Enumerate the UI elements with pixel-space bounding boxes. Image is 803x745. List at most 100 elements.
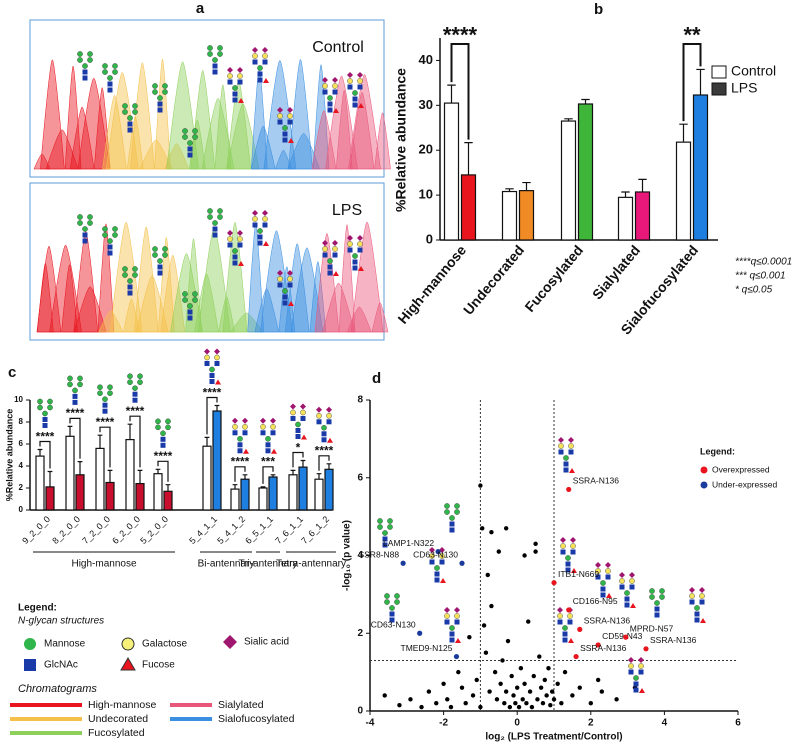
glycan-residue	[326, 419, 332, 425]
x-tick-label: 4	[662, 718, 668, 729]
bar	[125, 439, 135, 511]
glycan-residue	[127, 290, 133, 296]
glycan-residue	[357, 241, 363, 247]
glycan-residue	[277, 107, 283, 113]
glycan-residue	[629, 584, 635, 590]
glycan-residue	[42, 410, 48, 417]
significance-label: ****	[126, 404, 145, 418]
glycan-residue	[42, 417, 48, 422]
glycan-residue	[204, 354, 210, 361]
x-tick-label: 6_2_0_0	[110, 514, 142, 546]
legend-subtitle: Chromatograms	[18, 683, 97, 695]
y-tick-label: 40	[419, 52, 433, 67]
chromatogram-peak	[288, 59, 313, 170]
point	[470, 693, 476, 698]
glycan-residue	[237, 67, 243, 73]
point-label: CD63-N130	[413, 550, 458, 560]
chromatogram-peak	[226, 103, 260, 170]
glycan-residue	[352, 253, 358, 259]
significance-label: ****	[203, 385, 222, 399]
glycan-residue	[624, 602, 630, 608]
error-bar	[77, 461, 83, 475]
glycan-residue	[192, 134, 198, 140]
glycan-residue	[157, 101, 163, 107]
glycan-residue	[237, 236, 243, 242]
error-bar	[67, 425, 73, 437]
glycan-residue	[568, 638, 574, 643]
glycan-residue	[217, 214, 223, 220]
glycan-residue	[377, 518, 383, 524]
glycan-residue	[227, 79, 233, 85]
glycan-residue	[444, 613, 450, 619]
significance-bracket	[292, 451, 304, 468]
point	[445, 697, 450, 702]
glycan-residue	[77, 57, 83, 63]
bar	[288, 474, 298, 511]
point-label: SSR8-N88	[358, 550, 399, 560]
note: * q≤0.05	[735, 285, 773, 296]
x-tick-label: 6	[735, 718, 741, 729]
chromatogram-peak	[194, 273, 219, 333]
significance-label: ****	[443, 23, 478, 48]
chromatogram-peak	[98, 310, 124, 333]
y-axis-label: %Relative abundance	[393, 68, 409, 212]
glycan-residue	[252, 210, 258, 216]
chromatogram-peak	[154, 58, 171, 170]
glycan-residue	[237, 442, 243, 448]
glycan-residue	[102, 226, 108, 232]
glycan-icon	[444, 503, 460, 533]
glycan-residue	[137, 373, 143, 380]
significance-label: ****	[36, 429, 55, 443]
glycan-residue	[382, 536, 388, 542]
glycan-residue	[454, 619, 460, 625]
glycan-icon	[155, 418, 171, 448]
point	[516, 704, 522, 710]
glycan-residue	[82, 63, 88, 69]
legend-label: Mannose	[44, 639, 86, 650]
glycan-residue	[563, 461, 569, 467]
glycan-residue	[238, 261, 244, 266]
glycan-residue	[633, 681, 639, 687]
glycan-residue	[454, 607, 460, 613]
glycan-residue	[242, 417, 248, 424]
glycan-residue	[287, 113, 293, 119]
glycan-residue	[560, 537, 566, 543]
glycan-residue	[112, 69, 118, 75]
glycan-residue	[562, 637, 568, 643]
glycan-residue	[321, 424, 327, 431]
glycan-residue	[187, 140, 193, 146]
point	[441, 681, 446, 686]
glycan-residue	[357, 84, 363, 90]
glycan-residue	[77, 51, 83, 57]
glycan-residue	[132, 385, 138, 392]
glycan-residue	[157, 264, 163, 270]
point	[494, 697, 500, 702]
error-bar	[232, 484, 238, 490]
glycan-icon	[77, 51, 93, 81]
glycan-residue	[102, 232, 108, 238]
glycan-residue	[263, 241, 269, 246]
glycan-residue	[107, 87, 113, 93]
glycan-residue	[439, 553, 445, 559]
glycan-icon	[232, 417, 249, 454]
point	[478, 704, 483, 710]
error-bar	[127, 423, 133, 440]
glycan-residue	[67, 375, 73, 382]
glycan-residue	[557, 607, 563, 613]
glycan-residue	[352, 90, 358, 96]
y-tick-label: 4	[19, 461, 24, 470]
glycan-residue	[192, 128, 198, 134]
glycan-residue	[352, 265, 358, 271]
legend-title: Legend:	[700, 446, 735, 456]
glycan-residue	[347, 84, 353, 90]
glycan-residue	[67, 381, 73, 388]
point	[480, 526, 485, 531]
glycan-residue	[600, 586, 606, 592]
glycan-residue	[300, 403, 306, 410]
glycan-residue	[270, 417, 276, 424]
glycan-residue	[287, 282, 293, 288]
significance-label: ****	[96, 415, 115, 429]
point	[623, 634, 629, 640]
glycan-residue	[434, 571, 440, 577]
glycan-icon	[77, 214, 93, 244]
